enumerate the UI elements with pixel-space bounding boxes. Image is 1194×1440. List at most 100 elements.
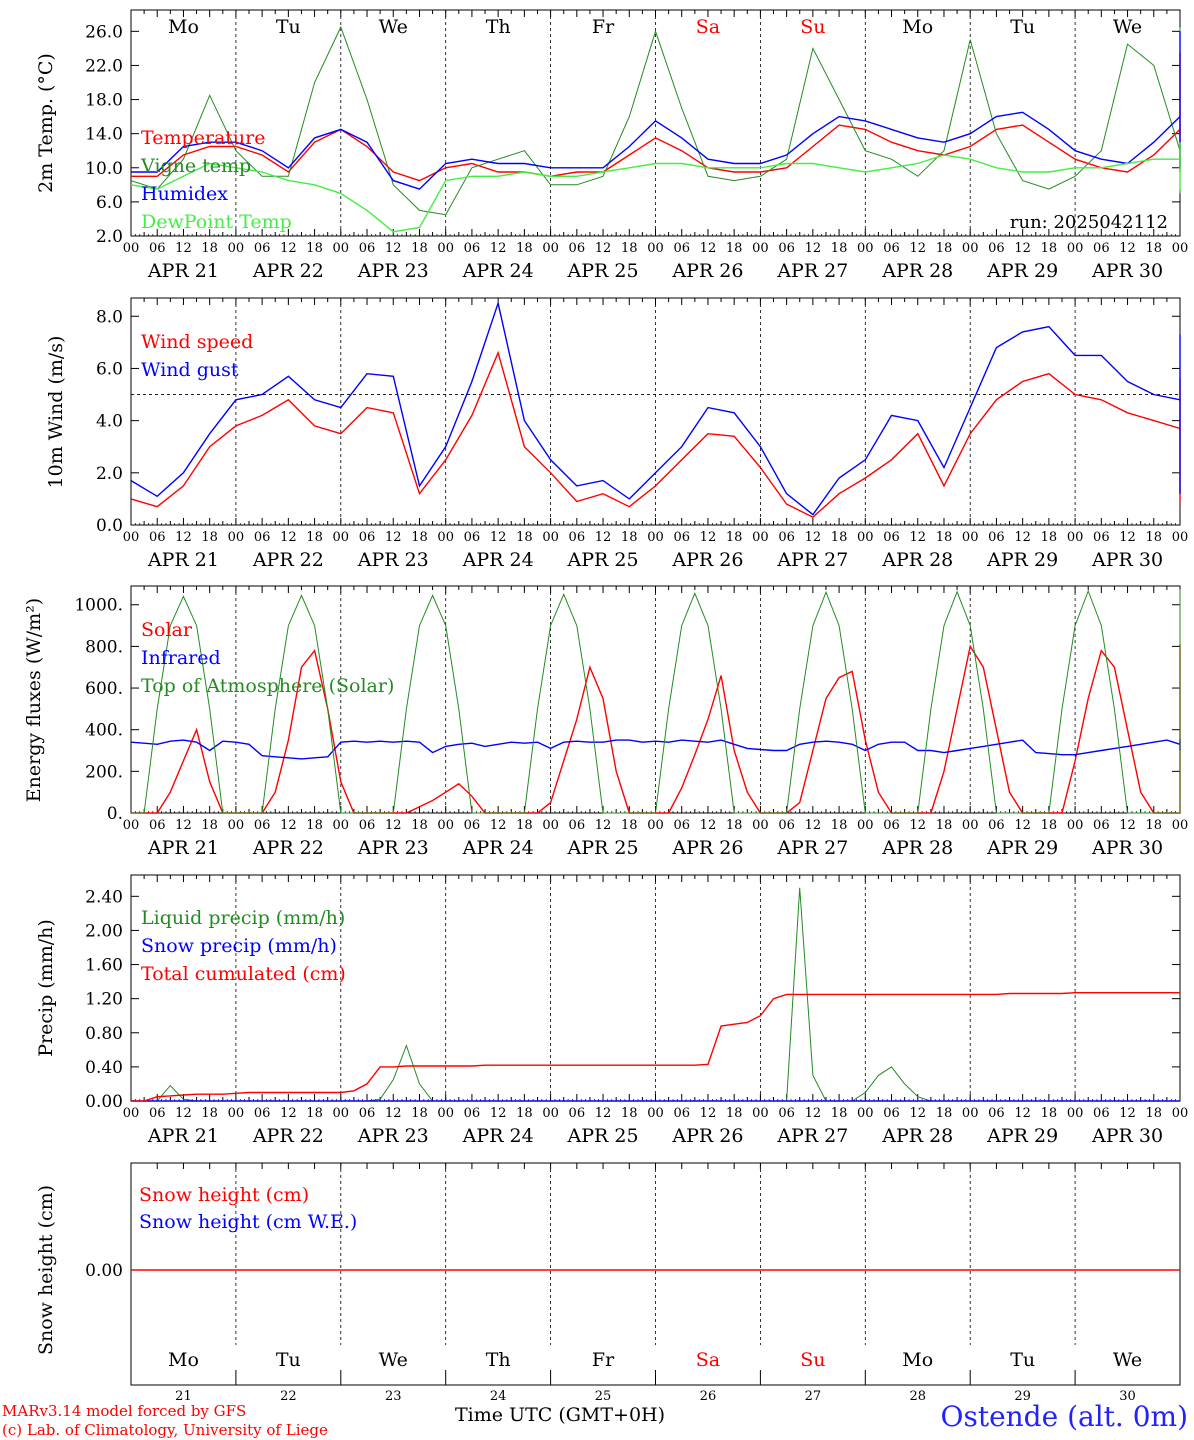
precip-date-label: APR 24 — [462, 1125, 534, 1147]
wind-hour-label: 06 — [464, 530, 481, 545]
wind-hour-label: 00 — [1067, 530, 1084, 545]
wind-hour-label: 00 — [857, 530, 874, 545]
precip-legend-entry: Total cumulated (cm) — [141, 963, 346, 985]
temp-hour-label: 18 — [1041, 241, 1058, 256]
day-number-label: 24 — [490, 1389, 507, 1404]
precip-hour-label: 12 — [805, 1106, 822, 1121]
temp-y-tick-label: 2.0 — [96, 227, 123, 247]
energy-series-top-of-atmosphere-solar — [131, 589, 1181, 814]
wind-date-label: APR 23 — [357, 549, 429, 571]
temp-date-label: APR 28 — [881, 260, 953, 282]
wind-y-tick-label: 8.0 — [96, 307, 123, 327]
temp-weekday-label: Mo — [902, 16, 933, 38]
wind-series-wind-gust — [130, 300, 1181, 516]
energy-hour-label: 12 — [805, 818, 822, 833]
temp-hour-label: 06 — [149, 241, 166, 256]
precip-date-label: APR 29 — [986, 1125, 1058, 1147]
wind-hour-label: 06 — [149, 530, 166, 545]
energy-hour-label: 06 — [254, 818, 271, 833]
energy-date-label: APR 27 — [776, 837, 848, 859]
energy-date-label: APR 23 — [357, 837, 429, 859]
temp-hour-label: 12 — [805, 241, 822, 256]
precip-hour-label: 12 — [1014, 1106, 1031, 1121]
energy-hour-label: 00 — [1172, 818, 1189, 833]
wind-hour-label: 18 — [306, 530, 323, 545]
temp-hour-label: 18 — [516, 241, 533, 256]
temp-hour-label: 18 — [726, 241, 743, 256]
temp-y-tick-label: 26.0 — [85, 22, 123, 42]
energy-legend-entry: Solar — [141, 619, 193, 641]
energy-hour-label: 18 — [831, 818, 848, 833]
precip-date-label: APR 27 — [776, 1125, 848, 1147]
precip-hour-label: 00 — [437, 1106, 454, 1121]
energy-hour-label: 06 — [359, 818, 376, 833]
precip-date-label: APR 26 — [671, 1125, 743, 1147]
energy-hour-label: 12 — [175, 818, 192, 833]
temp-hour-label: 00 — [228, 241, 245, 256]
wind-hour-label: 06 — [988, 530, 1005, 545]
day-number-label: 23 — [385, 1389, 402, 1404]
wind-hour-label: 18 — [1146, 530, 1163, 545]
precip-date-label: APR 28 — [881, 1125, 953, 1147]
temp-y-tick-label: 10.0 — [85, 159, 123, 179]
wind-hour-label: 12 — [1014, 530, 1031, 545]
precip-hour-label: 18 — [1146, 1106, 1163, 1121]
temp-y-tick-label: 14.0 — [85, 125, 123, 145]
precip-hour-label: 18 — [726, 1106, 743, 1121]
wind-hour-label: 06 — [673, 530, 690, 545]
energy-hour-label: 18 — [411, 818, 428, 833]
temp-hour-label: 06 — [673, 241, 690, 256]
energy-hour-label: 00 — [752, 818, 769, 833]
precip-y-tick-label: 1.20 — [85, 990, 123, 1010]
temp-y-tick-label: 6.0 — [96, 193, 123, 213]
energy-hour-label: 18 — [306, 818, 323, 833]
temp-hour-label: 12 — [909, 241, 926, 256]
precip-hour-label: 00 — [1067, 1106, 1084, 1121]
temp-hour-label: 06 — [569, 241, 586, 256]
energy-hour-label: 12 — [595, 818, 612, 833]
day-number-label: 21 — [175, 1389, 192, 1404]
temp-weekday-label: Tu — [276, 16, 301, 38]
energy-hour-label: 12 — [280, 818, 297, 833]
energy-hour-label: 06 — [569, 818, 586, 833]
precip-hour-label: 18 — [201, 1106, 218, 1121]
snow-legend-entry: Snow height (cm) — [139, 1184, 309, 1206]
energy-hour-label: 00 — [333, 818, 350, 833]
energy-y-tick-label: 800. — [85, 637, 123, 657]
precip-hour-label: 06 — [464, 1106, 481, 1121]
wind-legend-entry: Wind speed — [141, 331, 253, 353]
energy-y-tick-label: 400. — [85, 721, 123, 741]
energy-hour-label: 00 — [857, 818, 874, 833]
energy-y-axis-label: Energy fluxes (W/m²) — [23, 598, 45, 802]
wind-hour-label: 00 — [333, 530, 350, 545]
temp-y-tick-label: 18.0 — [85, 91, 123, 111]
precip-hour-label: 18 — [936, 1106, 953, 1121]
temp-hour-label: 06 — [464, 241, 481, 256]
temp-hour-label: 00 — [647, 241, 664, 256]
temp-date-label: APR 25 — [567, 260, 639, 282]
energy-legend-entry: Infrared — [141, 647, 221, 669]
precip-series-total-cumulated-cm — [131, 992, 1180, 1102]
wind-hour-label: 12 — [175, 530, 192, 545]
wind-y-axis-label: 10m Wind (m/s) — [45, 336, 67, 489]
temp-legend-entry: Temperature — [141, 127, 265, 149]
wind-date-label: APR 21 — [147, 549, 219, 571]
temp-hour-label: 18 — [1146, 241, 1163, 256]
wind-hour-label: 06 — [883, 530, 900, 545]
wind-hour-label: 18 — [726, 530, 743, 545]
energy-date-label: APR 24 — [462, 837, 534, 859]
precip-hour-label: 06 — [988, 1106, 1005, 1121]
wind-hour-label: 12 — [700, 530, 717, 545]
wind-hour-label: 12 — [909, 530, 926, 545]
energy-y-tick-label: 1000. — [74, 596, 123, 616]
temp-weekday-label: Tu — [1010, 16, 1035, 38]
day-number-label: 29 — [1014, 1389, 1031, 1404]
wind-date-label: APR 26 — [671, 549, 743, 571]
temp-hour-label: 00 — [437, 241, 454, 256]
temp-y-axis-label: 2m Temp. (°C) — [35, 53, 57, 193]
snow-y-axis-label: Snow height (cm) — [35, 1185, 57, 1355]
energy-hour-label: 00 — [1067, 818, 1084, 833]
temp-date-label: APR 22 — [252, 260, 324, 282]
wind-hour-label: 00 — [437, 530, 454, 545]
